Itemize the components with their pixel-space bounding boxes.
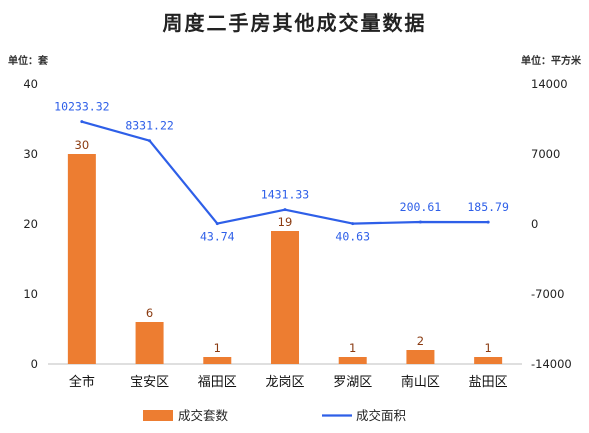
y-right-tick-label: 7000 xyxy=(531,147,560,161)
bar-data-label: 6 xyxy=(146,306,153,320)
x-category-label: 全市 xyxy=(69,374,95,390)
y-right-tick-label: 14000 xyxy=(531,77,568,91)
line-data-label: 8331.22 xyxy=(125,119,173,133)
bar-data-label: 1 xyxy=(214,341,221,355)
bar xyxy=(271,231,299,364)
line-data-label: 40.63 xyxy=(335,230,370,244)
bar-data-label: 19 xyxy=(278,215,293,229)
line-data-label: 10233.32 xyxy=(54,100,109,114)
bar-data-label: 1 xyxy=(349,341,356,355)
y-left-tick-label: 40 xyxy=(23,77,38,91)
bar xyxy=(474,357,503,364)
bar xyxy=(338,357,367,364)
bar xyxy=(203,357,232,364)
x-category-label: 南山区 xyxy=(401,374,440,390)
line-data-label: 1431.33 xyxy=(261,188,310,202)
y-right-tick-label: -7000 xyxy=(531,287,564,301)
line-point xyxy=(486,220,490,224)
y-right-tick-label: -14000 xyxy=(531,357,572,371)
x-category-label: 罗湖区 xyxy=(333,375,372,390)
bar-data-label: 1 xyxy=(484,341,491,355)
y-left-tick-label: 10 xyxy=(23,287,38,301)
bar-data-label: 30 xyxy=(75,138,90,152)
line-data-label: 185.79 xyxy=(467,200,509,214)
legend-swatch-bar xyxy=(143,410,173,421)
y-left-tick-label: 0 xyxy=(31,357,38,371)
line-point xyxy=(283,208,287,212)
bar xyxy=(135,322,164,364)
bar xyxy=(67,154,96,364)
chart-title: 周度二手房其他成交量数据 xyxy=(163,11,427,35)
x-category-label: 龙岗区 xyxy=(265,375,304,390)
y-right-tick-label: 0 xyxy=(531,217,538,231)
legend: 成交套数 成交面积 xyxy=(143,408,406,423)
right-axis-unit-label: 单位：平方米 xyxy=(521,54,582,67)
line-point xyxy=(351,222,355,226)
legend-label-bar: 成交套数 xyxy=(178,408,229,423)
x-category-label: 福田区 xyxy=(198,375,237,390)
legend-label-line: 成交面积 xyxy=(356,408,406,423)
line-point xyxy=(148,139,152,143)
line-point xyxy=(215,222,219,226)
y-left-tick-label: 30 xyxy=(23,147,38,161)
left-axis-unit-label: 单位：套 xyxy=(8,54,49,67)
bar xyxy=(406,350,435,364)
line-point xyxy=(80,120,84,124)
x-category-label: 盐田区 xyxy=(469,375,508,390)
bar-data-label: 2 xyxy=(417,334,424,348)
x-category-label: 宝安区 xyxy=(130,375,169,390)
line-point xyxy=(418,220,422,224)
y-left-tick-label: 20 xyxy=(23,217,38,231)
line-data-label: 200.61 xyxy=(400,200,442,214)
plot-area: 0 10 20 30 40 -14000 -7000 0 7000 14000 30 6 1 19 1 2 1 1… xyxy=(23,77,571,390)
line-data-label: 43.74 xyxy=(200,230,235,244)
